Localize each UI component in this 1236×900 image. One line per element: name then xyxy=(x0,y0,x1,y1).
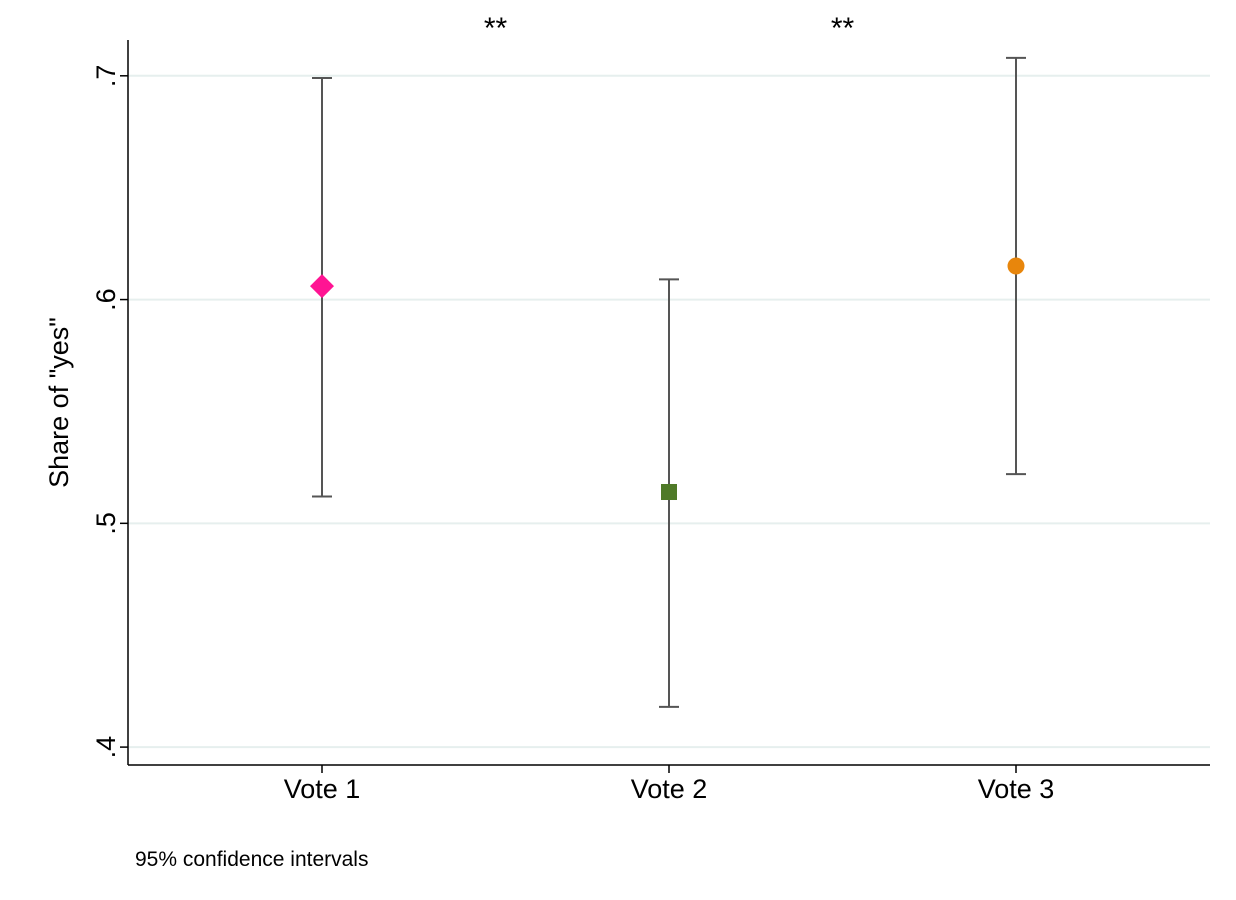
significance-label: ** xyxy=(484,12,508,45)
chart-note: 95% confidence intervals xyxy=(135,848,368,871)
x-tick-label: Vote 3 xyxy=(978,774,1055,804)
data-marks xyxy=(310,56,1026,708)
y-tick-label: .7 xyxy=(91,65,121,88)
y-tick-label: .4 xyxy=(91,736,121,759)
point-estimate-circle xyxy=(1007,257,1025,275)
axes xyxy=(120,40,1210,773)
y-tick-label: .5 xyxy=(91,512,121,535)
point-estimate-square xyxy=(661,484,677,501)
point-estimate-diamond xyxy=(310,274,334,299)
x-tick-label: Vote 1 xyxy=(284,774,361,804)
y-axis-title: Share of "yes" xyxy=(44,317,74,488)
labels: .4 .5 .6 .7 Vote 1 Vote 2 Vote 3 Share of "yes"… xyxy=(44,12,1054,871)
y-tick-label: .6 xyxy=(91,288,121,311)
x-tick-label: Vote 2 xyxy=(631,774,708,804)
significance-label: ** xyxy=(831,12,855,45)
